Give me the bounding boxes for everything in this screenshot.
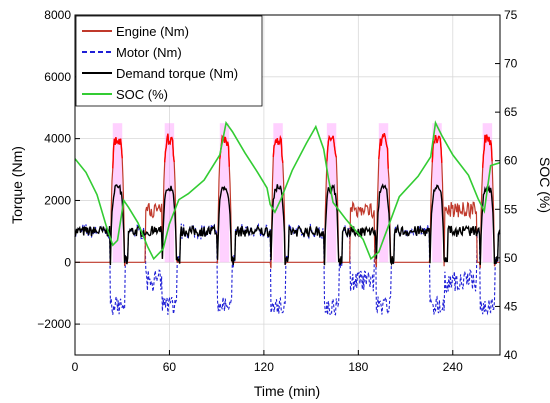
series-engine-peak xyxy=(378,133,389,169)
series-engine-peak xyxy=(164,133,175,163)
series-engine-peak xyxy=(272,134,284,163)
operating-band xyxy=(219,123,230,263)
x-axis-title: Time (min) xyxy=(254,383,320,399)
y-right-tick-label: 60 xyxy=(504,154,518,168)
chart-legend: Engine (Nm) Motor (Nm) Demand torque (Nm… xyxy=(75,15,263,107)
y-left-tick-label: −2000 xyxy=(37,317,71,331)
operating-band xyxy=(164,123,175,263)
series-engine-peak xyxy=(482,134,493,168)
operating-band xyxy=(112,123,123,263)
plot-frame xyxy=(74,14,501,356)
y-right-tick-label: 55 xyxy=(504,202,518,216)
y-right-tick-label: 70 xyxy=(504,57,518,71)
x-tick-label: 120 xyxy=(254,360,274,374)
left-y-axis-title: Torque (Nm) xyxy=(9,146,25,224)
operating-band xyxy=(378,123,389,263)
y-right-tick-label: 40 xyxy=(504,348,518,362)
right-y-axis-ticks: 40 45 50 55 60 65 70 75 xyxy=(495,8,518,362)
y-right-tick-label: 45 xyxy=(504,299,518,313)
x-axis-ticks: 0 60 120 180 240 xyxy=(72,350,463,374)
series-demand-torque xyxy=(74,183,501,267)
legend-label-soc: SOC (%) xyxy=(116,87,168,102)
y-right-tick-label: 75 xyxy=(504,8,518,22)
y-left-tick-label: 0 xyxy=(64,255,71,269)
series-engine-peak xyxy=(431,134,443,163)
y-left-tick-label: 4000 xyxy=(44,132,71,146)
y-left-tick-label: 8000 xyxy=(44,8,71,22)
series-engine xyxy=(75,133,500,269)
series-soc xyxy=(74,120,501,261)
series-engine-peak xyxy=(326,134,337,162)
y-left-tick-label: 2000 xyxy=(44,193,71,207)
operating-band xyxy=(273,123,283,263)
series-layer xyxy=(74,120,501,316)
legend-label-engine: Engine (Nm) xyxy=(116,24,189,39)
series-engine-peak xyxy=(112,137,123,169)
left-y-axis-ticks: −2000 0 2000 4000 6000 8000 xyxy=(37,8,80,331)
legend-label-motor: Motor (Nm) xyxy=(116,45,182,60)
y-right-tick-label: 50 xyxy=(504,251,518,265)
x-tick-label: 240 xyxy=(443,360,463,374)
right-y-axis-title: SOC (%) xyxy=(537,157,550,213)
y-right-tick-label: 65 xyxy=(504,105,518,119)
x-tick-label: 180 xyxy=(348,360,368,374)
x-tick-label: 0 xyxy=(72,360,79,374)
y-left-tick-label: 6000 xyxy=(44,70,71,84)
operating-band xyxy=(432,123,442,263)
legend-label-demand: Demand torque (Nm) xyxy=(116,66,238,81)
x-tick-label: 60 xyxy=(163,360,177,374)
